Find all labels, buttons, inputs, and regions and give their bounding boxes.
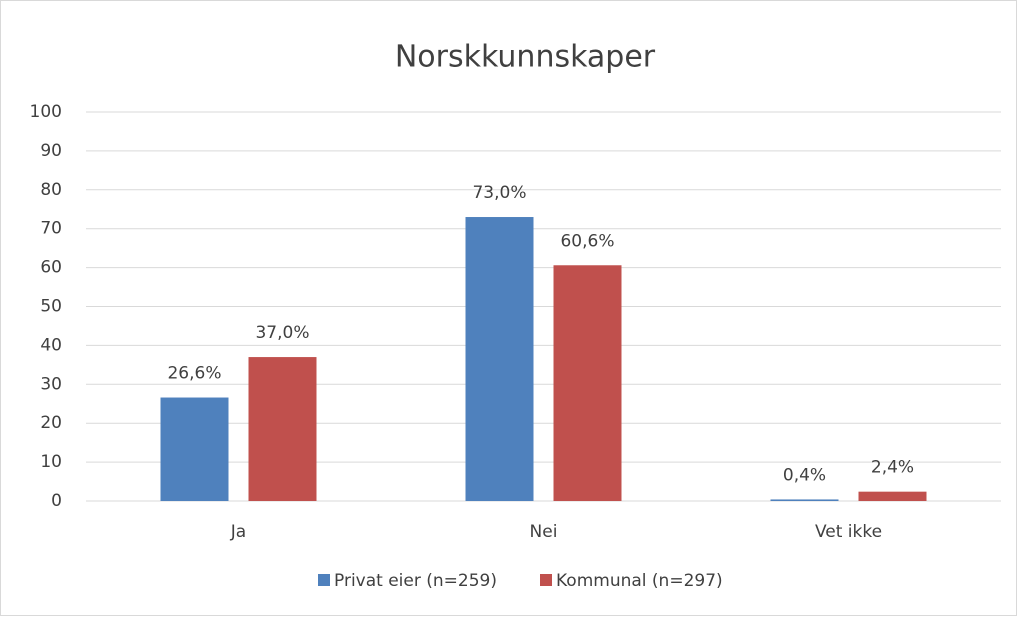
legend-label: Kommunal (n=297): [556, 571, 723, 591]
legend-label: Privat eier (n=259): [334, 571, 497, 591]
bar: [465, 217, 534, 501]
data-label: 37,0%: [255, 323, 309, 343]
data-label: 60,6%: [560, 231, 614, 251]
y-tick-label: 0: [51, 491, 62, 511]
y-tick-label: 90: [40, 141, 62, 161]
x-tick-label: Nei: [530, 522, 558, 542]
y-tick-label: 100: [30, 102, 62, 122]
bar: [770, 499, 839, 501]
bar: [858, 491, 927, 501]
y-tick-label: 50: [40, 297, 62, 317]
y-tick-label: 30: [40, 374, 62, 394]
y-tick-label: 40: [40, 335, 62, 355]
bar: [160, 397, 229, 501]
y-tick-label: 20: [40, 413, 62, 433]
data-label: 2,4%: [871, 458, 914, 478]
y-tick-label: 60: [40, 258, 62, 278]
x-tick-label: Vet ikke: [815, 522, 882, 542]
y-tick-label: 10: [40, 452, 62, 472]
y-tick-label: 80: [40, 180, 62, 200]
data-label: 26,6%: [167, 364, 221, 384]
x-tick-label: Ja: [230, 522, 246, 542]
data-label: 0,4%: [783, 465, 826, 485]
legend-swatch: [318, 574, 330, 586]
legend-swatch: [540, 574, 552, 586]
bar: [248, 357, 317, 501]
chart-title: Norskkunnskaper: [395, 40, 656, 75]
bar: [553, 265, 622, 501]
y-tick-label: 70: [40, 219, 62, 239]
data-label: 73,0%: [472, 183, 526, 203]
